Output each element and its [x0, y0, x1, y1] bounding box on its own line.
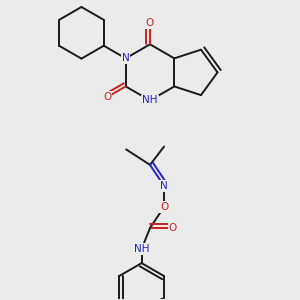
Text: NH: NH: [134, 244, 149, 254]
Text: O: O: [146, 18, 154, 28]
Text: O: O: [169, 223, 177, 233]
Text: N: N: [122, 53, 130, 63]
Text: NH: NH: [142, 95, 158, 106]
Text: O: O: [103, 92, 112, 102]
Text: N: N: [160, 181, 168, 191]
Text: O: O: [160, 202, 168, 212]
